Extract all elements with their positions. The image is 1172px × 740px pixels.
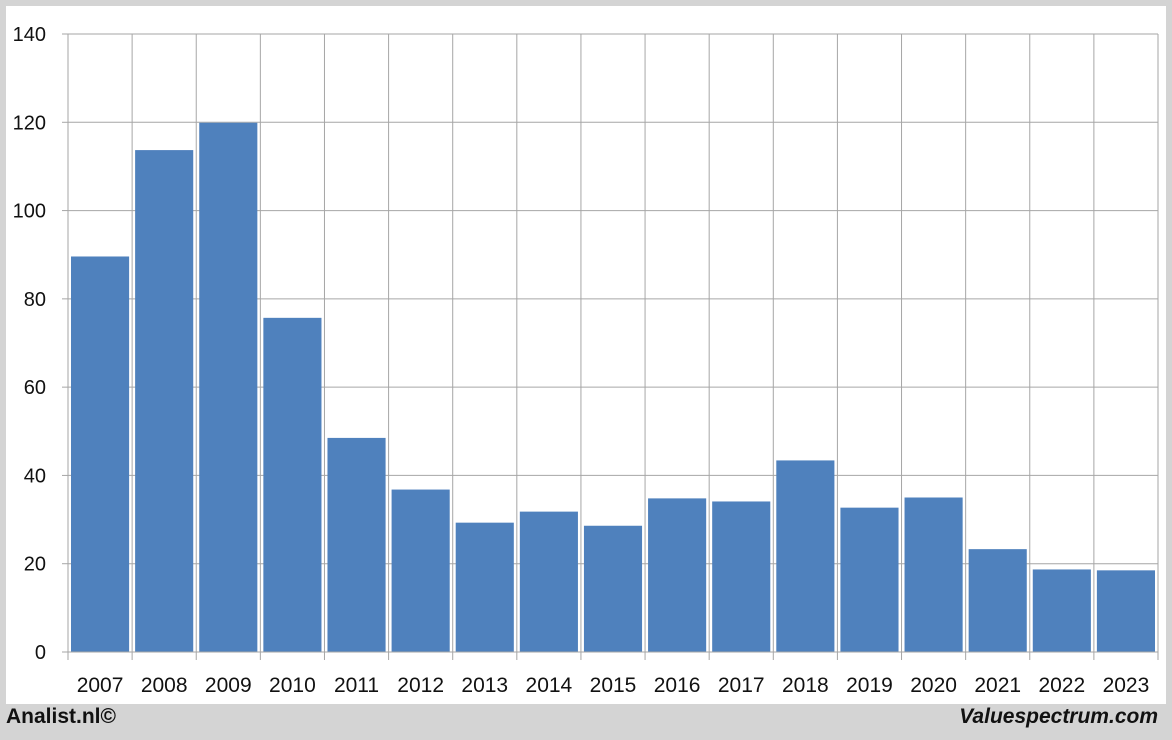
x-tick-label: 2022 <box>1038 674 1085 697</box>
bar-2016 <box>648 498 707 652</box>
x-tick-label: 2007 <box>77 674 124 697</box>
analist-credit: Analist.nl© <box>6 705 116 728</box>
bar-2010 <box>263 317 322 652</box>
y-tick-label: 0 <box>35 642 46 664</box>
bar-2018 <box>776 460 835 652</box>
bar-2017 <box>712 501 771 652</box>
chart-area: 0 20 40 60 80 100 120 140 2007 2008 2009 2010 2011 20… <box>6 6 1166 704</box>
y-tick-label: 40 <box>24 465 46 487</box>
x-tick-label: 2015 <box>590 674 637 697</box>
x-tick-label: 2023 <box>1103 674 1150 697</box>
bar-2014 <box>519 511 578 652</box>
x-tick-label: 2016 <box>654 674 701 697</box>
bar-2007 <box>71 256 130 652</box>
x-tick-label: 2009 <box>205 674 252 697</box>
y-tick-label: 100 <box>13 201 46 223</box>
bar-2020 <box>904 497 963 652</box>
valuespectrum-credit: Valuespectrum.com <box>959 705 1158 728</box>
bar-chart: 0 20 40 60 80 100 120 140 2007 2008 2009 2010 2011 20… <box>13 24 1159 697</box>
x-tick-label: 2019 <box>846 674 893 697</box>
x-tick-label: 2011 <box>334 674 379 697</box>
y-tick-label: 20 <box>24 554 46 576</box>
y-tick-label: 120 <box>13 112 46 134</box>
x-tick-label: 2021 <box>974 674 1021 697</box>
bar-2022 <box>1032 569 1091 652</box>
x-tick-label: 2014 <box>526 674 573 697</box>
x-tick-label: 2012 <box>397 674 444 697</box>
x-tick-label: 2013 <box>461 674 508 697</box>
bar-2013 <box>455 522 514 652</box>
bar-2012 <box>391 489 450 652</box>
x-tick-label: 2018 <box>782 674 829 697</box>
y-tick-label: 60 <box>24 377 46 399</box>
x-tick-label: 2017 <box>718 674 765 697</box>
bar-2021 <box>968 549 1027 652</box>
bar-2019 <box>840 507 899 652</box>
bar-2023 <box>1096 570 1155 652</box>
bar-2008 <box>135 150 194 653</box>
bar-2015 <box>583 525 643 652</box>
bar-2011 <box>327 437 386 652</box>
y-tick-label: 80 <box>24 289 46 311</box>
x-tick-label: 2010 <box>269 674 316 697</box>
x-tick-label: 2008 <box>141 674 188 697</box>
bar-2009 <box>199 122 258 652</box>
y-tick-label: 140 <box>13 24 46 46</box>
x-tick-label: 2020 <box>910 674 957 697</box>
